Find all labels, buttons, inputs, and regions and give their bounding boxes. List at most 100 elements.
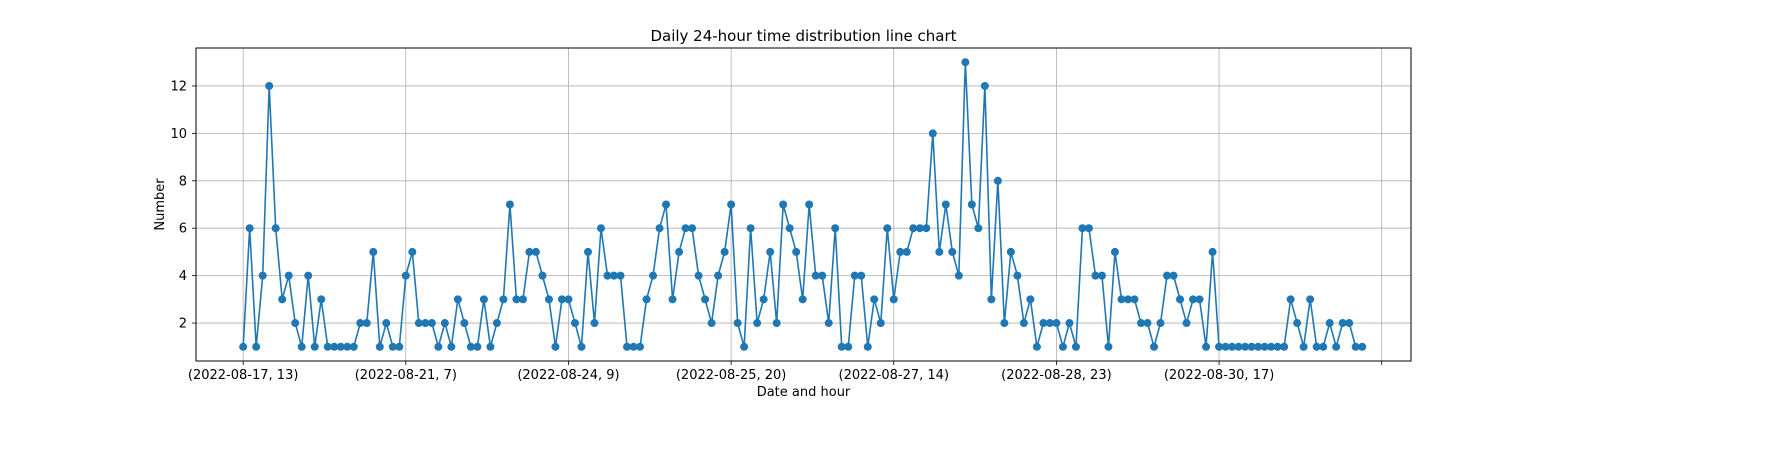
- data-point: [655, 224, 664, 233]
- y-axis: 2 4 6 8 10 12: [170, 79, 196, 332]
- data-point: [427, 319, 436, 328]
- data-point: [1097, 271, 1106, 280]
- data-point: [883, 224, 892, 233]
- data-point: [1039, 319, 1048, 328]
- data-point: [1332, 342, 1341, 351]
- data-point: [310, 342, 319, 351]
- x-tick-label: (2022-08-17, 13): [188, 368, 299, 383]
- data-point: [1169, 271, 1178, 280]
- data-point: [460, 319, 469, 328]
- data-point: [323, 342, 332, 351]
- data-point: [720, 247, 729, 256]
- data-point: [1293, 319, 1302, 328]
- data-point: [1325, 319, 1334, 328]
- data-point: [239, 342, 248, 351]
- data-point: [928, 129, 937, 138]
- data-point: [597, 224, 605, 233]
- data-point: [961, 58, 970, 67]
- data-point: [623, 342, 632, 351]
- data-point: [395, 342, 404, 351]
- data-point: [954, 271, 963, 280]
- data-point: [766, 247, 775, 256]
- x-tick-label: (2022-08-21, 7): [355, 368, 457, 383]
- data-point: [505, 200, 514, 209]
- data-point: [896, 247, 905, 256]
- data-point: [538, 271, 547, 280]
- grid-lines: [196, 48, 1411, 361]
- data-point: [740, 342, 749, 351]
- data-point: [564, 295, 573, 304]
- data-point: [434, 342, 443, 351]
- data-point: [577, 342, 586, 351]
- data-point: [297, 342, 306, 351]
- data-point: [362, 319, 371, 328]
- data-point: [258, 271, 267, 280]
- data-point: [447, 342, 456, 351]
- data-point: [356, 319, 365, 328]
- data-point: [681, 224, 690, 233]
- data-point: [408, 247, 417, 256]
- data-point: [479, 295, 488, 304]
- y-tick-label: 2: [179, 317, 187, 332]
- chart-title: Daily 24-hour time distribution line cha…: [650, 27, 956, 45]
- data-point: [876, 319, 885, 328]
- data-point: [844, 342, 853, 351]
- data-point: [603, 271, 612, 280]
- data-point: [1123, 295, 1132, 304]
- data-point: [974, 224, 983, 233]
- data-point: [811, 271, 820, 280]
- data-point: [499, 295, 508, 304]
- data-point: [1280, 342, 1289, 351]
- data-point: [1084, 224, 1093, 233]
- data-point: [701, 295, 710, 304]
- data-point: [1156, 319, 1165, 328]
- data-point: [1071, 342, 1080, 351]
- data-point: [518, 295, 527, 304]
- data-point: [1234, 342, 1243, 351]
- data-point: [779, 200, 788, 209]
- y-tick-label: 4: [179, 269, 187, 284]
- data-point: [909, 224, 918, 233]
- data-point: [1137, 319, 1145, 328]
- data-point: [746, 224, 755, 233]
- data-point: [1254, 342, 1263, 351]
- data-point: [1358, 342, 1367, 351]
- series-line: [242, 61, 1363, 348]
- data-point: [1319, 342, 1328, 351]
- data-point: [1026, 295, 1035, 304]
- data-point: [850, 271, 859, 280]
- data-point: [1208, 247, 1217, 256]
- data-point: [544, 295, 553, 304]
- x-tick-label: (2022-08-28, 23): [1001, 368, 1112, 383]
- data-point: [629, 342, 638, 351]
- data-point: [941, 200, 950, 209]
- data-point: [662, 200, 671, 209]
- x-tick-label: (2022-08-27, 14): [839, 368, 950, 383]
- data-point: [987, 295, 996, 304]
- data-point: [375, 342, 384, 351]
- data-point: [466, 342, 475, 351]
- data-point: [1143, 319, 1152, 328]
- data-point: [343, 342, 352, 351]
- data-point: [792, 247, 801, 256]
- data-point: [557, 295, 566, 304]
- data-point: [1189, 295, 1198, 304]
- data-point: [993, 176, 1002, 185]
- data-point: [1104, 342, 1113, 351]
- data-point: [870, 295, 879, 304]
- plot-area-frame: [195, 47, 1412, 362]
- data-point: [1221, 342, 1230, 351]
- data-point: [1176, 295, 1185, 304]
- data-point: [688, 224, 697, 233]
- data-point: [948, 247, 957, 256]
- x-tick-label: (2022-08-24, 9): [517, 368, 619, 383]
- data-point: [649, 271, 658, 280]
- data-point: [473, 342, 482, 351]
- data-point: [1091, 271, 1100, 280]
- data-point: [1351, 342, 1360, 351]
- data-point: [512, 295, 521, 304]
- data-point: [336, 342, 345, 351]
- data-point: [440, 319, 449, 328]
